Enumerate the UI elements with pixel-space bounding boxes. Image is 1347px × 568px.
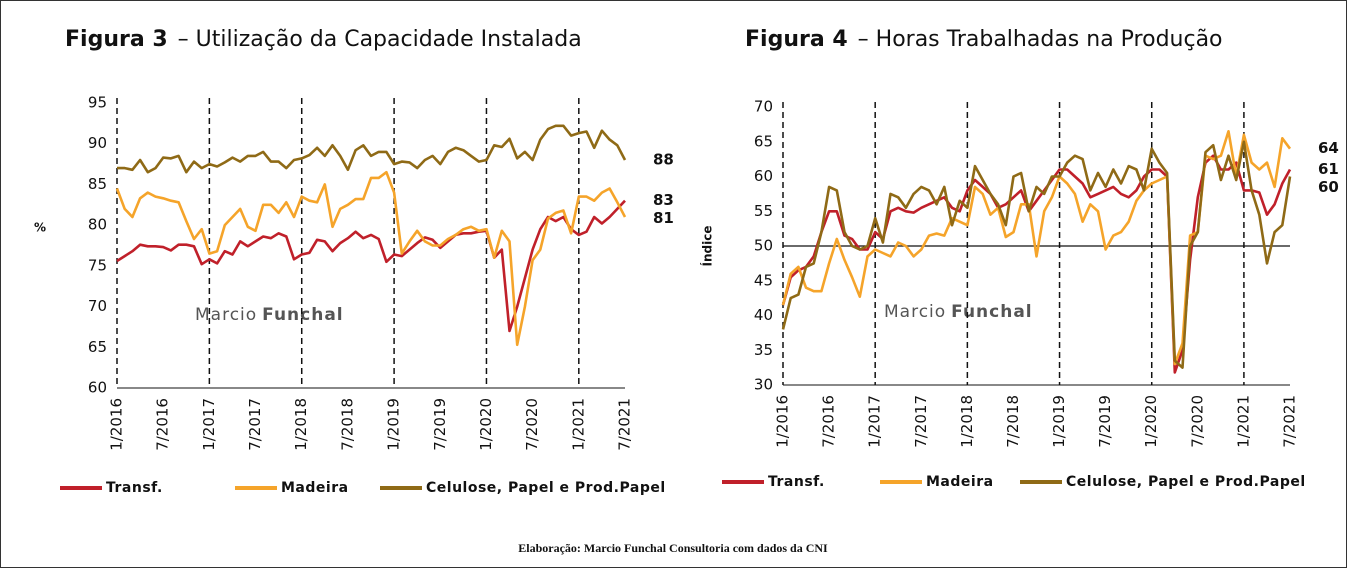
chart-title: Figura 3 – Utilização da Capacidade Insta… bbox=[65, 27, 582, 52]
y-tick-label: 45 bbox=[754, 271, 773, 289]
figure-label: Figura 3 bbox=[65, 27, 168, 52]
y-tick-label: 80 bbox=[88, 216, 107, 234]
x-tick-label: 7/2017 bbox=[912, 395, 930, 448]
y-tick-label: 75 bbox=[88, 256, 107, 274]
y-tick-label: 70 bbox=[88, 297, 107, 315]
end-label: 88 bbox=[653, 151, 674, 169]
x-tick-label: 1/2019 bbox=[1050, 395, 1068, 448]
x-tick-label: 7/2017 bbox=[246, 398, 264, 451]
x-tick-label: 7/2021 bbox=[616, 398, 634, 451]
x-tick-label: 1/2017 bbox=[200, 398, 218, 451]
x-tick-label: 1/2020 bbox=[477, 398, 495, 451]
x-tick-label: 1/2017 bbox=[866, 395, 884, 448]
y-tick-label: 50 bbox=[754, 237, 773, 255]
y-tick-label: 60 bbox=[88, 379, 107, 397]
watermark-last: Funchal bbox=[951, 302, 1032, 322]
figure-label: Figura 4 bbox=[745, 27, 848, 52]
legend-label: Madeira bbox=[926, 474, 994, 490]
legend-label: Madeira bbox=[281, 480, 349, 496]
x-tick-label: 1/2021 bbox=[569, 398, 587, 451]
end-label: 64 bbox=[1318, 139, 1339, 157]
x-tick-label: 7/2020 bbox=[1188, 395, 1206, 448]
x-tick-label: 1/2021 bbox=[1234, 395, 1252, 448]
y-tick-label: 65 bbox=[754, 132, 773, 150]
x-tick-label: 7/2019 bbox=[1096, 395, 1114, 448]
x-tick-label: 1/2019 bbox=[385, 398, 403, 451]
series-line bbox=[115, 170, 627, 347]
y-tick-label: 40 bbox=[754, 306, 773, 324]
x-tick-label: 7/2020 bbox=[523, 398, 541, 451]
watermark-first: Marcio bbox=[195, 305, 257, 325]
y-tick-label: 70 bbox=[754, 98, 773, 116]
y-tick-label: 55 bbox=[754, 202, 773, 220]
y-tick-label: 95 bbox=[88, 94, 107, 112]
end-label: 81 bbox=[653, 209, 674, 227]
x-tick-label: 1/2018 bbox=[292, 398, 310, 451]
title-text: – Utilização da Capacidade Instalada bbox=[178, 27, 582, 52]
x-tick-label: 1/2016 bbox=[774, 395, 792, 448]
y-axis-label: Índice bbox=[700, 226, 715, 267]
x-tick-label: 7/2016 bbox=[820, 395, 838, 448]
x-tick-label: 7/2018 bbox=[338, 398, 356, 451]
x-tick-label: 7/2018 bbox=[1004, 395, 1022, 448]
x-tick-label: 7/2019 bbox=[431, 398, 449, 451]
end-label: 60 bbox=[1318, 178, 1339, 196]
y-tick-label: 30 bbox=[754, 376, 773, 394]
legend-label: Transf. bbox=[768, 474, 825, 490]
series-line bbox=[781, 140, 1292, 369]
x-tick-label: 1/2018 bbox=[958, 395, 976, 448]
x-tick-label: 1/2016 bbox=[108, 398, 126, 451]
y-tick-label: 35 bbox=[754, 341, 773, 359]
legend-label: Celulose, Papel e Prod.Papel bbox=[426, 480, 666, 496]
x-tick-label: 7/2016 bbox=[154, 398, 172, 451]
y-tick-label: 85 bbox=[88, 175, 107, 193]
legend-label: Celulose, Papel e Prod.Papel bbox=[1066, 474, 1306, 490]
end-label: 61 bbox=[1318, 160, 1339, 178]
title-text: – Horas Trabalhadas na Produção bbox=[858, 27, 1223, 52]
footer: Elaboração: Marcio Funchal Consultoria c… bbox=[518, 541, 828, 555]
series-line bbox=[117, 124, 627, 174]
series-line bbox=[116, 199, 626, 333]
x-tick-label: 7/2021 bbox=[1281, 395, 1299, 448]
y-tick-label: 60 bbox=[754, 167, 773, 185]
chart-title: Figura 4 – Horas Trabalhadas na Produção bbox=[745, 27, 1223, 52]
y-tick-label: 90 bbox=[88, 134, 107, 152]
y-tick-label: 65 bbox=[88, 338, 107, 356]
watermark: Marcio Funchal bbox=[884, 302, 1033, 322]
y-axis-label: % bbox=[34, 221, 46, 235]
x-tick-label: 1/2020 bbox=[1142, 395, 1160, 448]
legend-label: Transf. bbox=[106, 480, 163, 496]
end-label: 83 bbox=[653, 191, 674, 209]
watermark-first: Marcio bbox=[884, 302, 946, 322]
watermark-last: Funchal bbox=[262, 305, 343, 325]
watermark: Marcio Funchal bbox=[195, 305, 344, 325]
